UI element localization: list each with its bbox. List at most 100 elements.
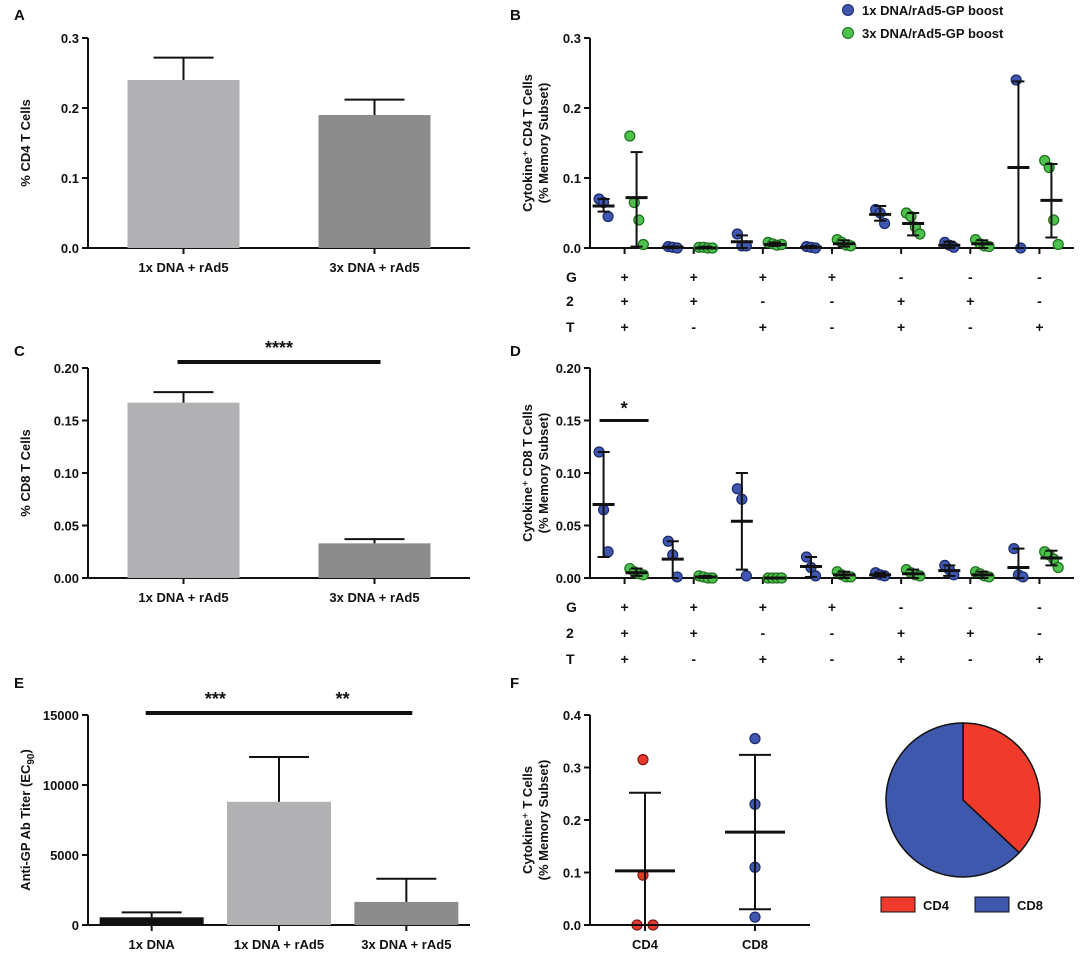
combo-row-label: T [566,319,575,335]
data-point [637,754,649,766]
legend-label-1x: 1x DNA/rAd5-GP boost [862,3,1004,18]
data-point [1048,214,1060,226]
combo-symbol: + [690,625,698,641]
x-tick-label: 1x DNA + rAd5 [138,590,228,605]
x-tick-label: 3x DNA + rAd5 [361,937,451,952]
combo-row-label: 2 [566,293,574,309]
panel-letter-b: B [510,7,521,24]
combo-symbol: + [828,599,836,615]
bar [354,901,459,925]
y-tick-label: 0.3 [563,31,581,46]
combo-symbol: - [830,293,835,309]
significance-label: **** [265,338,293,358]
y-axis-label: % CD8 T Cells [18,429,33,516]
combo-symbol: - [968,651,973,667]
y-axis-label: Cytokine⁺ CD8 T Cells [520,404,535,542]
combo-symbol: - [968,319,973,335]
y-axis-label: Anti-GP Ab Titer (EC90) [18,749,37,891]
y-tick-label: 0.10 [54,466,79,481]
combo-symbol: + [966,293,974,309]
bar [127,80,240,248]
combo-symbol: + [759,651,767,667]
combo-row-label: 2 [566,625,574,641]
y-tick-label: 0.00 [556,571,581,586]
combo-symbol: - [899,269,904,285]
combo-symbol: + [620,293,628,309]
y-tick-label: 0.1 [61,171,79,186]
y-tick-label: 0.0 [563,918,581,933]
y-axis-label-sub: (% Memory Subset) [536,760,551,881]
combo-row-label: G [566,599,577,615]
significance-label: * [621,399,628,419]
combo-symbol: + [620,269,628,285]
y-axis-label-end: ) [18,749,33,753]
data-point [624,130,636,142]
combo-symbol: - [691,319,696,335]
combo-symbol: - [830,319,835,335]
y-tick-label: 0 [72,918,79,933]
bar [99,917,204,925]
y-tick-label: 0.05 [556,519,581,534]
data-point [731,228,743,240]
y-tick-label: 0.10 [556,466,581,481]
data-point [602,210,614,223]
y-tick-label: 0.1 [563,866,581,881]
combo-symbol: + [620,599,628,615]
data-point [749,733,761,745]
data-point [633,214,645,226]
combo-symbol: + [690,293,698,309]
x-tick-label: 3x DNA + rAd5 [329,590,419,605]
data-point [1052,561,1064,574]
panel-letter-a: A [14,7,25,24]
y-tick-label: 10000 [43,778,79,793]
combo-row-label: T [566,651,575,667]
combo-symbol: + [897,651,905,667]
y-tick-label: 0.2 [563,101,581,116]
combo-symbol: + [1035,319,1043,335]
panel-e-chart: 0 5000 10000 15000 1x DNA 1x DNA + rAd5 3x DNA… [18,689,470,952]
combo-symbol: + [620,625,628,641]
combo-symbol: + [690,599,698,615]
combo-symbol: - [1037,269,1042,285]
y-axis-label-main: Anti-GP Ab Titer (EC [18,764,33,891]
data-point [914,228,926,240]
y-tick-label: 0.2 [563,813,581,828]
legend-marker-1x [842,4,854,16]
panel-letter-f: F [510,675,519,692]
combo-symbol: - [761,625,766,641]
y-tick-label: 5000 [50,848,79,863]
x-tick-label: CD8 [742,937,768,952]
y-axis-label-sub: (% Memory Subset) [536,413,551,534]
data-point [1010,74,1022,86]
x-tick-label: 1x DNA + rAd5 [138,260,228,275]
combo-symbol: + [1035,651,1043,667]
y-tick-label: 0.0 [61,241,79,256]
combo-symbol: + [620,319,628,335]
pie-legend-swatch [880,896,916,913]
y-tick-label: 0.00 [54,571,79,586]
combo-symbol: - [761,293,766,309]
y-tick-label: 0.2 [61,101,79,116]
y-tick-label: 0.20 [556,361,581,376]
panel-f-pie: CD4 CD8 [880,722,1043,913]
panel-letter-e: E [14,675,24,692]
y-axis-label: Cytokine⁺ CD4 T Cells [520,74,535,212]
pie-legend-label: CD4 [923,898,950,913]
combo-symbol: - [691,651,696,667]
combo-symbol: - [968,269,973,285]
combo-symbol: + [897,625,905,641]
y-axis-label: % CD4 T Cells [18,99,33,186]
y-tick-label: 0.0 [563,241,581,256]
bar [227,801,331,925]
x-tick-label: CD4 [632,937,659,952]
pie-slice-cd8 [885,722,1021,878]
y-tick-label: 0.05 [54,519,79,534]
y-tick-label: 0.3 [61,31,79,46]
panel-letter-d: D [510,343,521,360]
bar [127,402,240,578]
legend-marker-3x [842,27,854,39]
data-point [749,911,761,923]
combo-symbol: - [1037,599,1042,615]
y-tick-label: 0.20 [54,361,79,376]
